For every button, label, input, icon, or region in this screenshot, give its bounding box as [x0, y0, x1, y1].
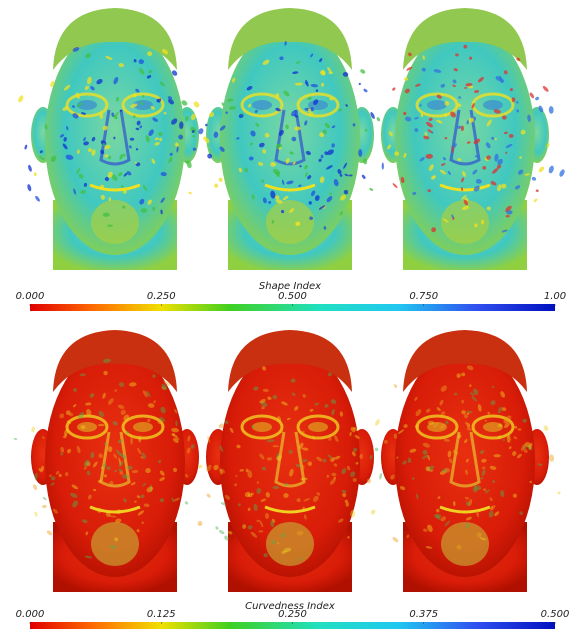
texture-speck [192, 100, 200, 108]
tick-label: 0.000 [16, 291, 45, 302]
texture-speck [218, 177, 224, 183]
texture-speck [543, 425, 549, 432]
texture-speck [59, 474, 62, 477]
texture-speck [218, 529, 225, 535]
texture-speck [557, 491, 560, 494]
eye-center [77, 422, 97, 432]
eye-center [133, 422, 153, 432]
texture-speck [392, 87, 397, 92]
beard [91, 522, 139, 566]
tick-label: 1.00 [544, 291, 566, 302]
texture-speck [369, 187, 374, 191]
face [186, 330, 382, 592]
texture-speck [461, 126, 464, 132]
texture-speck [408, 458, 411, 463]
beard [91, 200, 139, 244]
texture-speck [42, 496, 47, 500]
texture-speck [273, 486, 280, 489]
texture-speck [392, 182, 398, 188]
tick-label: 0.500 [278, 291, 307, 302]
texture-speck [361, 174, 366, 180]
texture-speck [370, 509, 377, 516]
texture-speck [542, 85, 550, 93]
eye-center [252, 422, 272, 432]
texture-speck [42, 505, 47, 509]
tick-label: 0.375 [409, 609, 438, 620]
tick-label: 0.250 [147, 291, 176, 302]
eye-center [483, 100, 503, 110]
texture-speck [46, 529, 53, 536]
texture-speck [34, 195, 40, 202]
texture-speck [206, 493, 212, 499]
texture-speck [531, 176, 537, 181]
texture-speck [24, 144, 28, 149]
texture-speck [359, 68, 366, 74]
beard [441, 522, 489, 566]
texture-speck [106, 466, 110, 469]
texture-speck [376, 117, 381, 122]
texture-speck [512, 97, 516, 102]
texture-speck [358, 82, 361, 85]
texture-speck [392, 536, 400, 543]
face [17, 8, 211, 270]
texture-speck [34, 511, 38, 517]
texture-speck [27, 184, 32, 192]
texture-speck [375, 447, 379, 451]
texture-speck [535, 189, 539, 192]
tick-label: 0.500 [541, 609, 570, 620]
eye-center [427, 100, 447, 110]
texture-speck [188, 191, 192, 195]
tick-label: 0.125 [147, 609, 176, 620]
tick-label: 0.750 [409, 291, 438, 302]
texture-speck [32, 484, 38, 491]
texture-speck [393, 384, 398, 389]
texture-speck [549, 106, 554, 114]
face [359, 330, 560, 592]
texture-speck [196, 520, 203, 527]
texture-speck [275, 93, 279, 98]
beard [266, 522, 314, 566]
texture-speck [535, 96, 540, 101]
texture-speck [215, 526, 219, 531]
texture-speck [538, 166, 545, 174]
texture-speck [294, 127, 300, 131]
eye-center [308, 422, 328, 432]
texture-speck [374, 418, 381, 426]
texture-speck [363, 88, 368, 93]
texture-speck [379, 473, 383, 480]
face [14, 330, 204, 592]
texture-speck [14, 438, 18, 441]
texture-speck [558, 169, 565, 178]
texture-speck [214, 183, 218, 188]
eye-center [252, 100, 272, 110]
texture-speck [382, 163, 384, 170]
figure: Shape Index0.0000.2500.5000.7501.00Curve… [0, 0, 584, 629]
tick-label: 0.250 [278, 609, 307, 620]
texture-speck [548, 165, 555, 174]
texture-speck [33, 172, 37, 176]
face [381, 8, 566, 270]
texture-speck [184, 501, 189, 506]
face [198, 8, 388, 270]
texture-speck [69, 413, 73, 417]
texture-speck [31, 426, 36, 433]
texture-speck [549, 454, 555, 462]
texture-speck [17, 95, 24, 104]
texture-speck [27, 164, 32, 172]
tick-label: 0.000 [16, 609, 45, 620]
texture-speck [533, 198, 538, 203]
